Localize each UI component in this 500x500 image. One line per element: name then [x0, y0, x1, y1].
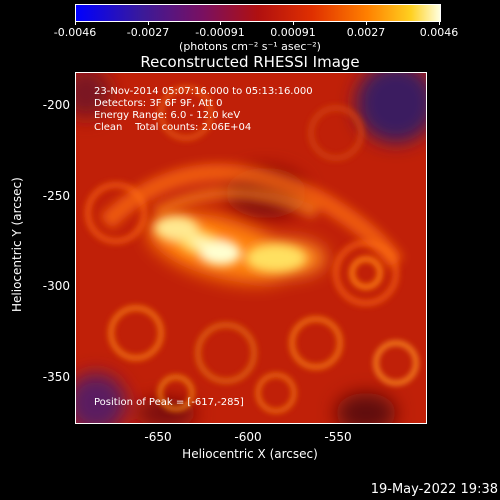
- colorbar-label: 0.00091: [270, 26, 316, 39]
- colorbar-label: -0.0046: [53, 26, 97, 39]
- colorbar-units: (photons cm⁻² s⁻¹ asec⁻²): [179, 40, 321, 53]
- timestamp: 19-May-2022 19:38: [370, 482, 498, 497]
- colorbar-label: 0.0027: [346, 26, 386, 39]
- y-axis-label: Heliocentric Y (arcsec): [10, 177, 24, 312]
- y-tick-label: -350: [42, 370, 70, 384]
- method-text: Clean Total counts: 2.06E+04: [94, 122, 252, 133]
- x-tick-label: -550: [324, 430, 352, 444]
- y-tick-label: -300: [42, 279, 70, 293]
- peak-position-text: Position of Peak = [-617,-285]: [94, 397, 244, 408]
- colorbar-label: 0.0046: [419, 26, 459, 39]
- rhessi-image-canvas: [76, 73, 426, 423]
- time-range-text: 23-Nov-2014 05:07:16.000 to 05:13:16.000: [94, 86, 313, 97]
- colorbar-label: -0.00091: [195, 26, 245, 39]
- y-tick-label: -250: [42, 189, 70, 203]
- colorbar-label: -0.0027: [126, 26, 170, 39]
- detectors-text: Detectors: 3F 6F 9F, Att 0: [94, 98, 223, 109]
- colorbar: [75, 4, 441, 22]
- y-tick-label: -200: [42, 98, 70, 112]
- colorbar-gradient: [76, 5, 440, 21]
- x-tick-label: -600: [234, 430, 262, 444]
- energy-range-text: Energy Range: 6.0 - 12.0 keV: [94, 110, 241, 121]
- x-tick-label: -650: [144, 430, 172, 444]
- rhessi-image: [75, 72, 427, 424]
- image-title: Reconstructed RHESSI Image: [140, 53, 360, 71]
- x-axis-label: Heliocentric X (arcsec): [182, 447, 318, 461]
